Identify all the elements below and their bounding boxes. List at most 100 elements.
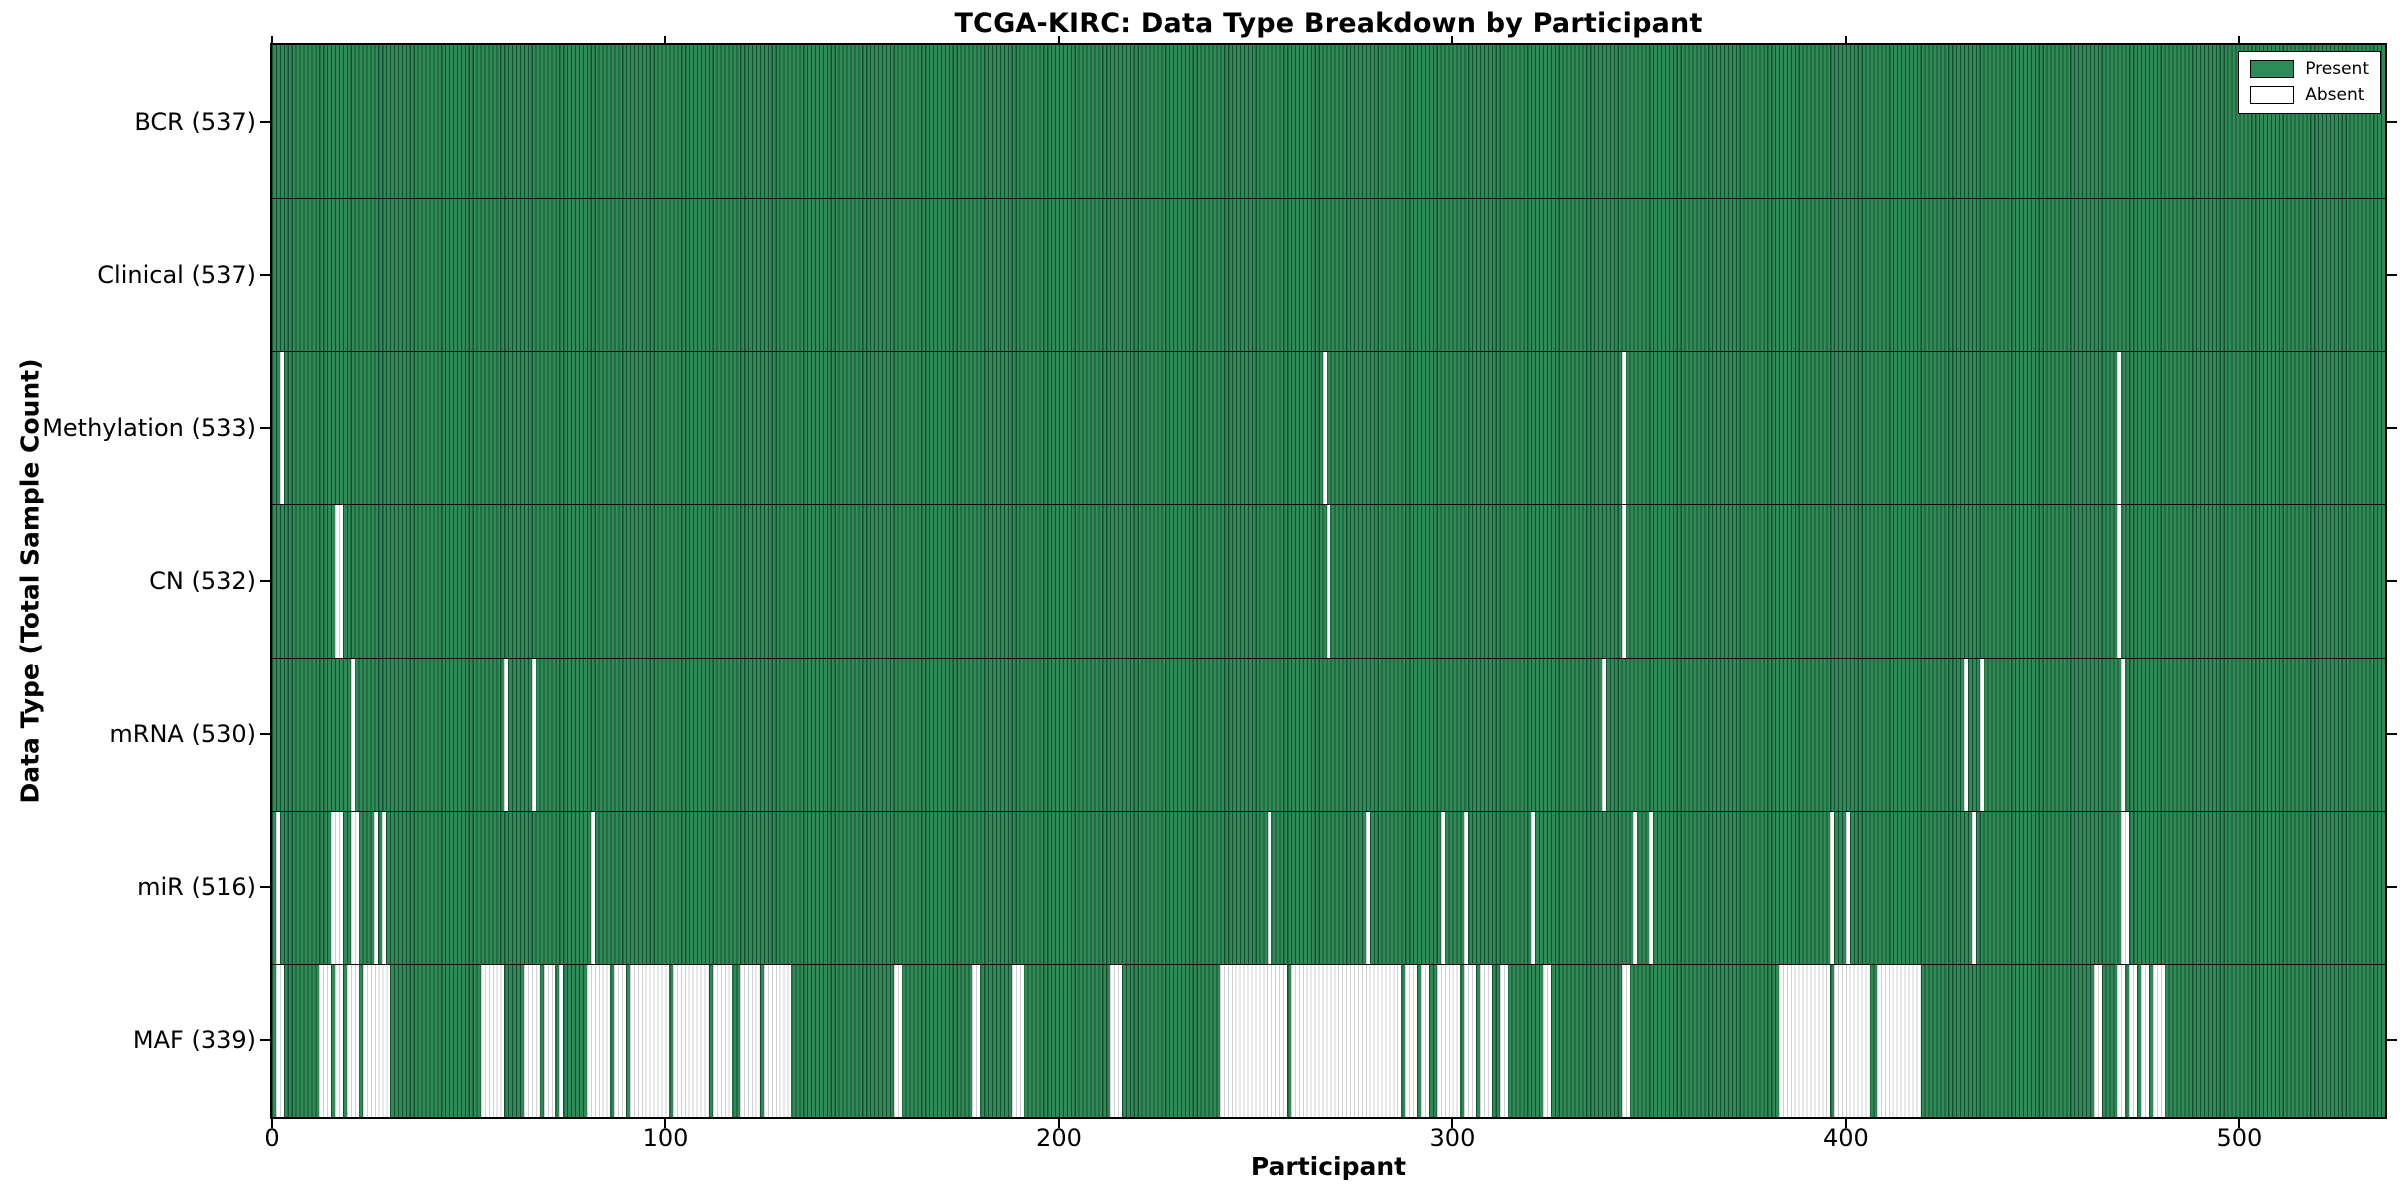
absent-stripe [350, 811, 359, 964]
x-tick [1844, 1119, 1847, 1128]
x-tick [1451, 36, 1454, 43]
absent-stripe [1779, 964, 1831, 1117]
y-tick [260, 580, 270, 582]
y-tick [2387, 580, 2397, 582]
absent-stripe [1440, 811, 1445, 964]
absent-stripe [382, 811, 387, 964]
x-axis-label: Participant [1250, 1152, 1407, 1181]
data-type-row-cn [272, 504, 2385, 658]
absent-stripe [2121, 658, 2126, 811]
y-tick-label: Methylation (533) [42, 413, 256, 442]
absent-stripe [2121, 811, 2130, 964]
absent-stripe [2117, 964, 2126, 1117]
absent-stripe [1322, 352, 1327, 505]
absent-stripe [1479, 964, 1492, 1117]
y-tick-label: miR (516) [137, 873, 256, 902]
absent-stripe [1220, 964, 1288, 1117]
absent-stripe [275, 964, 284, 1117]
absent-stripe [504, 658, 509, 811]
absent-stripe [1405, 964, 1418, 1117]
absent-stripe [1649, 811, 1654, 964]
absent-stripe [1267, 811, 1272, 964]
x-tick [2238, 1119, 2241, 1128]
absent-stripe [673, 964, 709, 1117]
y-tick [260, 886, 270, 889]
data-type-row-methylation [272, 351, 2385, 505]
y-tick [2387, 273, 2397, 276]
absent-stripe [1499, 964, 1508, 1117]
absent-stripe [763, 964, 792, 1117]
absent-stripe [2093, 964, 2102, 1117]
absent-stripe [374, 811, 379, 964]
absent-stripe [1834, 964, 1870, 1117]
absent-stripe [334, 964, 343, 1117]
absent-stripe [1830, 811, 1835, 964]
y-tick [260, 733, 270, 736]
absent-stripe [972, 964, 981, 1117]
x-tick [664, 36, 667, 43]
chart-title: TCGA-KIRC: Data Type Breakdown by Partic… [954, 8, 1703, 39]
absent-stripe [1877, 964, 1921, 1117]
y-tick [2387, 120, 2397, 123]
absent-stripe [346, 964, 359, 1117]
absent-stripe [1365, 811, 1370, 964]
present-swatch [2250, 60, 2295, 78]
x-tick-label: 300 [1429, 1124, 1476, 1152]
absent-stripe [1110, 964, 1122, 1117]
absent-stripe [523, 964, 540, 1117]
absent-stripe [2141, 964, 2149, 1117]
absent-stripe [2152, 964, 2165, 1117]
absent-stripe [2117, 352, 2122, 505]
absent-stripe [531, 658, 536, 811]
absent-stripe [543, 964, 556, 1117]
absent-stripe [740, 964, 760, 1117]
y-tick-label: CN (532) [149, 567, 256, 595]
absent-stripe [331, 811, 343, 964]
y-tick [260, 120, 270, 123]
absent-stripe [319, 964, 331, 1117]
absent-stripe [1436, 964, 1461, 1117]
absent-stripe [630, 964, 670, 1117]
x-tick-label: 200 [1036, 1124, 1082, 1152]
absent-stripe [1621, 352, 1626, 505]
absent-stripe [1464, 964, 1477, 1117]
absent-stripe [893, 964, 902, 1117]
y-tick-label: mRNA (530) [109, 720, 256, 749]
absent-stripe [279, 352, 284, 505]
absent-stripe [2117, 505, 2122, 658]
absent-stripe [2129, 964, 2138, 1117]
absent-stripe [334, 505, 343, 658]
plot-area: Present Absent [270, 43, 2387, 1119]
absent-stripe [590, 811, 595, 964]
y-tick-label: Clinical (537) [97, 260, 256, 289]
absent-stripe [1621, 964, 1630, 1117]
y-tick [2387, 1039, 2397, 1042]
x-tick [1057, 36, 1060, 43]
absent-stripe [480, 964, 505, 1117]
absent-stripe [1963, 658, 1968, 811]
absent-stripe [614, 964, 627, 1117]
absent-stripe [1979, 658, 1984, 811]
absent-swatch [2250, 86, 2295, 104]
y-tick [2387, 886, 2397, 889]
absent-stripe [1845, 811, 1850, 964]
x-tick-label: 100 [642, 1124, 689, 1152]
legend-label-present: Present [2305, 59, 2369, 79]
absent-stripe [350, 658, 355, 811]
x-tick-label: 500 [2216, 1124, 2263, 1152]
data-type-row-clinical [272, 198, 2385, 352]
absent-stripe [712, 964, 733, 1117]
y-tick [2387, 426, 2397, 429]
absent-stripe [559, 964, 564, 1117]
data-type-row-mir [272, 810, 2385, 964]
y-tick-label: MAF (339) [132, 1026, 256, 1055]
absent-stripe [1291, 964, 1402, 1117]
y-tick [260, 273, 270, 276]
data-type-row-bcr [272, 45, 2385, 199]
x-tick [271, 1119, 273, 1128]
absent-stripe [1531, 811, 1536, 964]
absent-stripe [1601, 658, 1606, 811]
legend-item-absent: Absent [2250, 86, 2369, 104]
x-tick [664, 1119, 667, 1128]
